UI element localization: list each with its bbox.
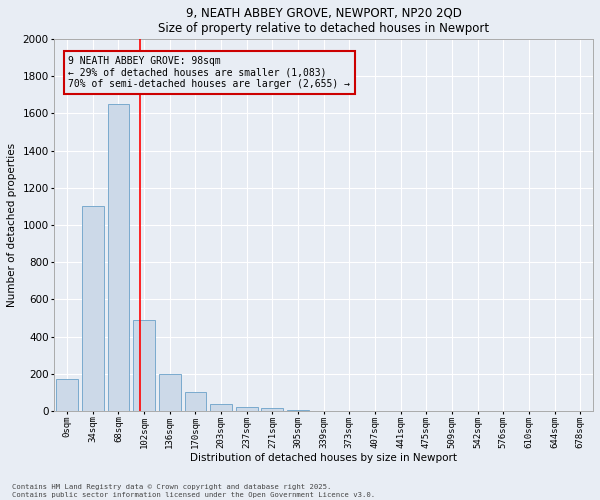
Bar bbox=[133, 320, 155, 411]
Title: 9, NEATH ABBEY GROVE, NEWPORT, NP20 2QD
Size of property relative to detached ho: 9, NEATH ABBEY GROVE, NEWPORT, NP20 2QD … bbox=[158, 7, 489, 35]
Bar bbox=[107, 104, 130, 411]
Bar bbox=[185, 392, 206, 411]
Text: Contains HM Land Registry data © Crown copyright and database right 2025.
Contai: Contains HM Land Registry data © Crown c… bbox=[12, 484, 375, 498]
Bar bbox=[287, 410, 309, 411]
Y-axis label: Number of detached properties: Number of detached properties bbox=[7, 143, 17, 307]
Bar bbox=[56, 378, 78, 411]
Bar bbox=[159, 374, 181, 411]
Text: 9 NEATH ABBEY GROVE: 98sqm
← 29% of detached houses are smaller (1,083)
70% of s: 9 NEATH ABBEY GROVE: 98sqm ← 29% of deta… bbox=[68, 56, 350, 89]
Bar bbox=[262, 408, 283, 411]
Bar bbox=[210, 404, 232, 411]
Bar bbox=[236, 407, 257, 411]
Bar bbox=[82, 206, 104, 411]
X-axis label: Distribution of detached houses by size in Newport: Distribution of detached houses by size … bbox=[190, 453, 457, 463]
